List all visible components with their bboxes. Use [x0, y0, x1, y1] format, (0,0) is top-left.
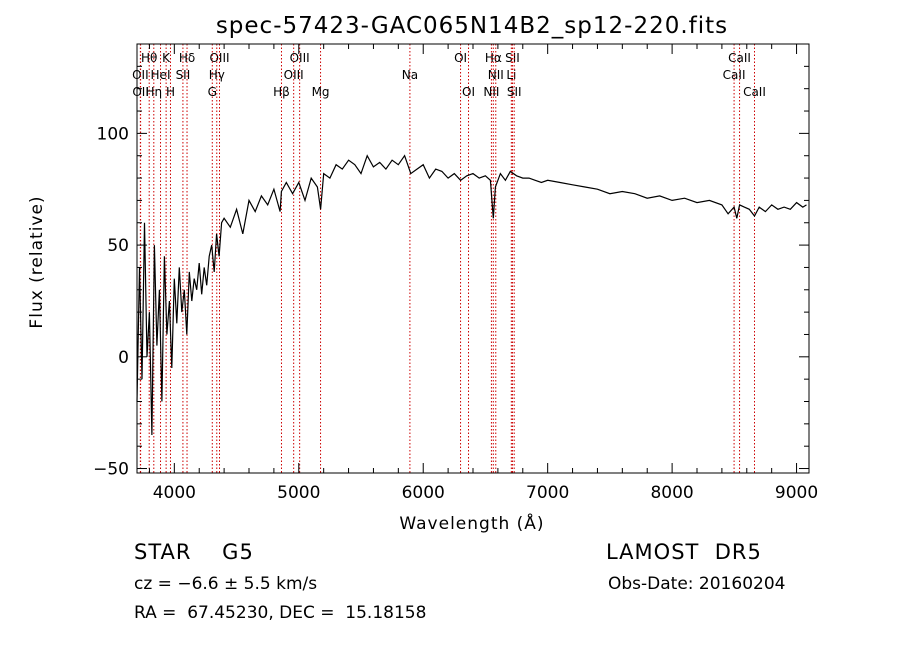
- y-tick-label: 100: [97, 124, 129, 144]
- line-label-26: SII: [507, 85, 522, 99]
- observation-date: Obs-Date: 20160204: [608, 574, 786, 594]
- x-tick-label: 4000: [153, 483, 196, 503]
- line-label-17: CaII: [723, 68, 746, 82]
- line-label-7: SII: [505, 51, 520, 65]
- line-label-0: Hθ: [141, 51, 157, 65]
- line-label-19: Hη: [145, 85, 162, 99]
- line-label-24: OI: [462, 85, 475, 99]
- y-tick-label: 0: [118, 348, 129, 368]
- line-label-14: Na: [402, 68, 418, 82]
- line-label-21: G: [208, 85, 217, 99]
- x-tick-label: 5000: [277, 483, 320, 503]
- line-label-18: OII: [132, 85, 149, 99]
- line-label-5: OI: [454, 51, 467, 65]
- line-label-27: CaII: [743, 85, 766, 99]
- x-tick-label: 6000: [402, 483, 445, 503]
- line-label-25: NII: [483, 85, 499, 99]
- y-tick-label: 50: [107, 236, 129, 256]
- y-tick-label: −50: [93, 460, 129, 480]
- line-label-4: OIII: [290, 51, 310, 65]
- line-label-2: Hδ: [179, 51, 195, 65]
- chart-title: spec-57423-GAC065N14B2_sp12-220.fits: [216, 13, 728, 39]
- x-axis-label: Wavelength (Å): [399, 512, 544, 534]
- line-label-3: OIII: [209, 51, 229, 65]
- x-tick-label: 8000: [650, 483, 693, 503]
- line-label-16: Li: [506, 68, 516, 82]
- sky-coordinates: RA = 67.45230, DEC = 15.18158: [134, 603, 427, 623]
- y-axis-label: Flux (relative): [27, 195, 47, 328]
- object-classification: STAR G5: [134, 540, 254, 564]
- line-label-22: Hβ: [273, 85, 290, 99]
- survey-release: LAMOST DR5: [606, 540, 762, 564]
- line-label-1: K: [162, 51, 171, 65]
- line-label-23: Mg: [312, 85, 330, 99]
- spectrum-series-line: [136, 154, 807, 436]
- axis-ticks: 4000 5000 6000 7000 8000 9000 −50 0 50 100: [93, 43, 818, 503]
- line-label-8: CaII: [728, 51, 751, 65]
- line-label-15: NII: [488, 68, 504, 82]
- line-label-10: HeI: [151, 68, 171, 82]
- line-label-11: SII: [176, 68, 191, 82]
- plot-frame: [136, 43, 810, 474]
- redshift-value: cz = −6.6 ± 5.5 km/s: [134, 574, 318, 594]
- line-label-13: OIII: [284, 68, 304, 82]
- x-tick-label: 9000: [775, 483, 818, 503]
- x-tick-label: 7000: [526, 483, 569, 503]
- line-label-9: OII: [132, 68, 149, 82]
- line-label-6: Hα: [485, 51, 502, 65]
- line-label-20: H: [166, 85, 175, 99]
- line-label-12: Hγ: [209, 68, 225, 82]
